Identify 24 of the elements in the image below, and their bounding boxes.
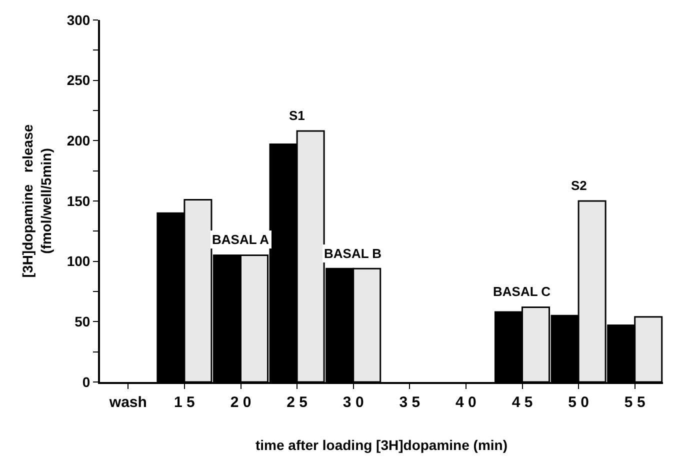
y-tick-label: 150 <box>66 192 90 209</box>
x-tick-label: 4 5 <box>512 394 533 411</box>
annotation: BASAL A <box>212 232 270 247</box>
y-tick-label: 200 <box>66 132 90 149</box>
annotation: S1 <box>289 108 305 123</box>
x-tick-label: 2 5 <box>286 394 308 411</box>
x-tick-label: 2 0 <box>230 394 252 411</box>
y-tick-label: 250 <box>66 72 90 88</box>
annotation: BASAL C <box>493 284 552 299</box>
annotation: BASAL B <box>324 246 382 261</box>
y-tick-label: 50 <box>74 314 90 330</box>
x-tick-label: 4 0 <box>456 394 476 411</box>
y-tick-label: 100 <box>66 253 90 270</box>
x-tick-label: 1 5 <box>174 394 195 411</box>
y-axis-title: [3H]dopamine release (fmol/well/5min) <box>20 124 54 278</box>
x-axis-title: time after loading [3H]dopamine (min) <box>255 436 508 453</box>
x-tick-label: 5 0 <box>568 394 589 411</box>
y-tick-label: 300 <box>66 12 90 28</box>
x-tick-label: 3 0 <box>342 394 364 411</box>
x-tick-label: 5 5 <box>624 394 646 411</box>
annotation: S2 <box>571 178 587 193</box>
x-tick-label: 3 5 <box>399 394 420 411</box>
x-tick-label: wash <box>108 394 147 411</box>
y-tick-label: 0 <box>82 374 90 390</box>
